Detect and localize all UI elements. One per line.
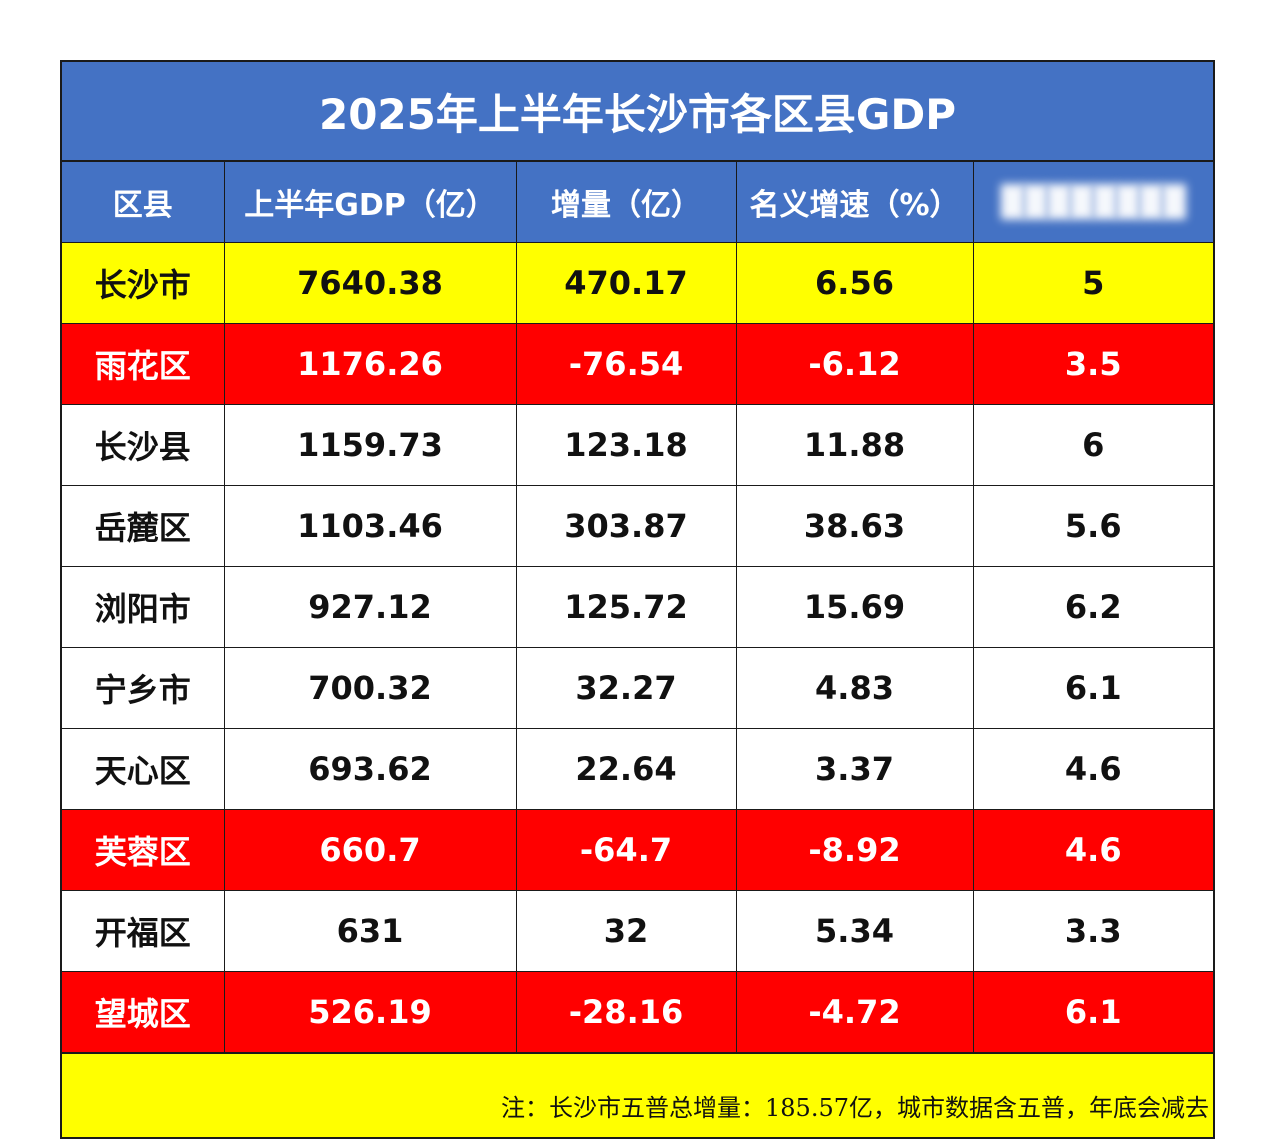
cell-nominal-growth: 6.56 xyxy=(735,242,974,324)
header-blurred-text: ████████ xyxy=(1000,184,1186,220)
gdp-table-sheet: 2025年上半年长沙市各区县GDP 区县 上半年GDP（亿） 增量（亿） 名义增… xyxy=(60,60,1215,1139)
cell-increase: -76.54 xyxy=(515,323,737,405)
cell-col5: 6.1 xyxy=(972,971,1213,1053)
cell-gdp: 631 xyxy=(223,890,517,972)
cell-increase: 32.27 xyxy=(515,647,737,729)
cell-col5: 6.2 xyxy=(972,566,1213,648)
cell-col5: 5.6 xyxy=(972,485,1213,567)
table-row: 长沙县 1159.73 123.18 11.88 6 xyxy=(62,404,1213,486)
cell-increase: 303.87 xyxy=(515,485,737,567)
cell-nominal-growth: -4.72 xyxy=(735,971,974,1053)
table-row: 芙蓉区 660.7 -64.7 -8.92 4.6 xyxy=(62,809,1213,891)
cell-increase: -28.16 xyxy=(515,971,737,1053)
table-row: 望城区 526.19 -28.16 -4.72 6.1 xyxy=(62,971,1213,1053)
cell-district: 浏阳市 xyxy=(62,566,225,648)
footnote-text: 注：长沙市五普总增量：185.57亿，城市数据含五普，年底会减去 xyxy=(501,1094,1209,1122)
cell-increase: 32 xyxy=(515,890,737,972)
cell-district: 岳麓区 xyxy=(62,485,225,567)
cell-col5: 3.5 xyxy=(972,323,1213,405)
table-row: 浏阳市 927.12 125.72 15.69 6.2 xyxy=(62,566,1213,648)
cell-gdp: 927.12 xyxy=(223,566,517,648)
cell-gdp: 1103.46 xyxy=(223,485,517,567)
cell-gdp: 700.32 xyxy=(223,647,517,729)
table-row: 开福区 631 32 5.34 3.3 xyxy=(62,890,1213,972)
cell-increase: 470.17 xyxy=(515,242,737,324)
cell-col5: 6 xyxy=(972,404,1213,486)
gdp-table: 区县 上半年GDP（亿） 增量（亿） 名义增速（%） ████████ 长沙市 7… xyxy=(62,162,1213,1053)
cell-district: 雨花区 xyxy=(62,323,225,405)
cell-col5: 4.6 xyxy=(972,728,1213,810)
header-row: 区县 上半年GDP（亿） 增量（亿） 名义增速（%） ████████ xyxy=(62,162,1213,243)
footnote-bar: 注：长沙市五普总增量：185.57亿，城市数据含五普，年底会减去 xyxy=(62,1053,1213,1137)
header-increase: 增量（亿） xyxy=(515,162,737,243)
header-blurred-column: ████████ xyxy=(972,162,1213,243)
header-district: 区县 xyxy=(62,162,225,243)
cell-nominal-growth: -6.12 xyxy=(735,323,974,405)
cell-district: 宁乡市 xyxy=(62,647,225,729)
table-header: 区县 上半年GDP（亿） 增量（亿） 名义增速（%） ████████ xyxy=(62,162,1213,243)
cell-district: 开福区 xyxy=(62,890,225,972)
cell-nominal-growth: 3.37 xyxy=(735,728,974,810)
cell-col5: 3.3 xyxy=(972,890,1213,972)
cell-nominal-growth: -8.92 xyxy=(735,809,974,891)
cell-gdp: 693.62 xyxy=(223,728,517,810)
cell-increase: 125.72 xyxy=(515,566,737,648)
cell-district: 长沙县 xyxy=(62,404,225,486)
cell-increase: 123.18 xyxy=(515,404,737,486)
cell-nominal-growth: 11.88 xyxy=(735,404,974,486)
cell-nominal-growth: 5.34 xyxy=(735,890,974,972)
cell-increase: 22.64 xyxy=(515,728,737,810)
cell-gdp: 1176.26 xyxy=(223,323,517,405)
cell-nominal-growth: 4.83 xyxy=(735,647,974,729)
table-body: 长沙市 7640.38 470.17 6.56 5 雨花区 1176.26 -76.54 -6.… xyxy=(62,242,1213,1053)
cell-col5: 4.6 xyxy=(972,809,1213,891)
cell-nominal-growth: 38.63 xyxy=(735,485,974,567)
header-nominal-growth: 名义增速（%） xyxy=(735,162,974,243)
cell-district: 芙蓉区 xyxy=(62,809,225,891)
header-gdp: 上半年GDP（亿） xyxy=(223,162,517,243)
table-row: 岳麓区 1103.46 303.87 38.63 5.6 xyxy=(62,485,1213,567)
table-title: 2025年上半年长沙市各区县GDP xyxy=(62,62,1213,162)
cell-increase: -64.7 xyxy=(515,809,737,891)
table-row: 天心区 693.62 22.64 3.37 4.6 xyxy=(62,728,1213,810)
cell-col5: 6.1 xyxy=(972,647,1213,729)
cell-gdp: 1159.73 xyxy=(223,404,517,486)
table-row: 长沙市 7640.38 470.17 6.56 5 xyxy=(62,242,1213,324)
cell-gdp: 7640.38 xyxy=(223,242,517,324)
table-row: 宁乡市 700.32 32.27 4.83 6.1 xyxy=(62,647,1213,729)
cell-gdp: 526.19 xyxy=(223,971,517,1053)
cell-district: 天心区 xyxy=(62,728,225,810)
table-row: 雨花区 1176.26 -76.54 -6.12 3.5 xyxy=(62,323,1213,405)
cell-nominal-growth: 15.69 xyxy=(735,566,974,648)
cell-gdp: 660.7 xyxy=(223,809,517,891)
cell-district: 长沙市 xyxy=(62,242,225,324)
cell-district: 望城区 xyxy=(62,971,225,1053)
cell-col5: 5 xyxy=(972,242,1213,324)
